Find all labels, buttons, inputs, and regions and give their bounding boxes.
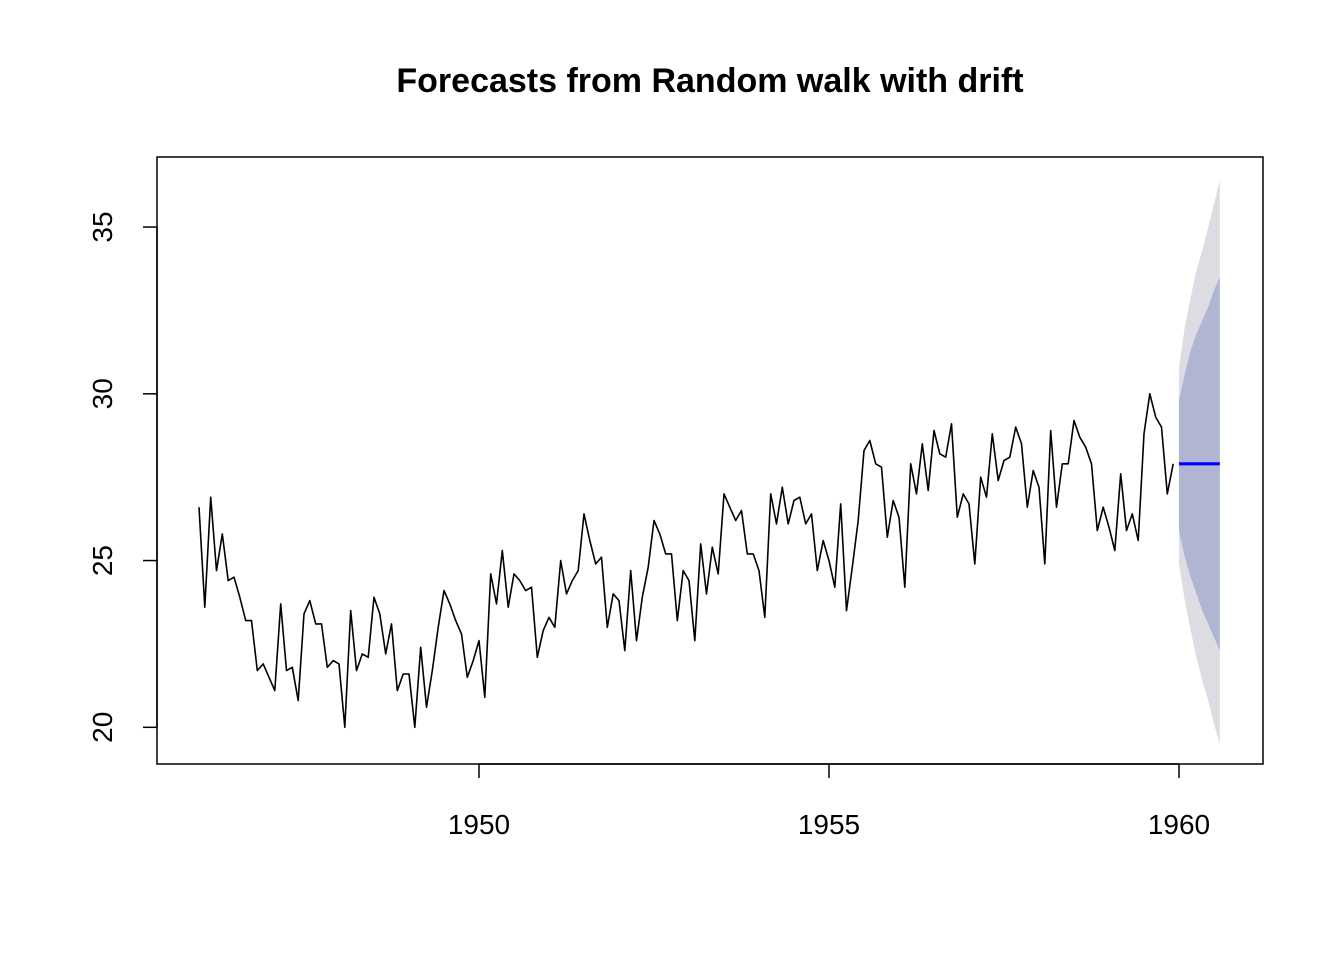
prediction-intervals [1179,180,1220,745]
x-tick-label: 1960 [1148,809,1210,840]
series-lines [198,392,1220,729]
observed-series-line [198,392,1174,729]
y-axis: 20 25 30 35 [87,211,158,743]
x-axis: 1950 1955 1960 [448,763,1210,840]
plot-frame [156,156,1264,765]
y-tick-label: 20 [87,712,118,743]
chart-title: Forecasts from Random walk with drift [396,62,1023,100]
y-tick-label: 30 [87,378,118,409]
x-tick-label: 1955 [798,809,860,840]
y-tick-label: 25 [87,545,118,576]
y-tick-label: 35 [87,211,118,242]
x-tick-label: 1950 [448,809,510,840]
